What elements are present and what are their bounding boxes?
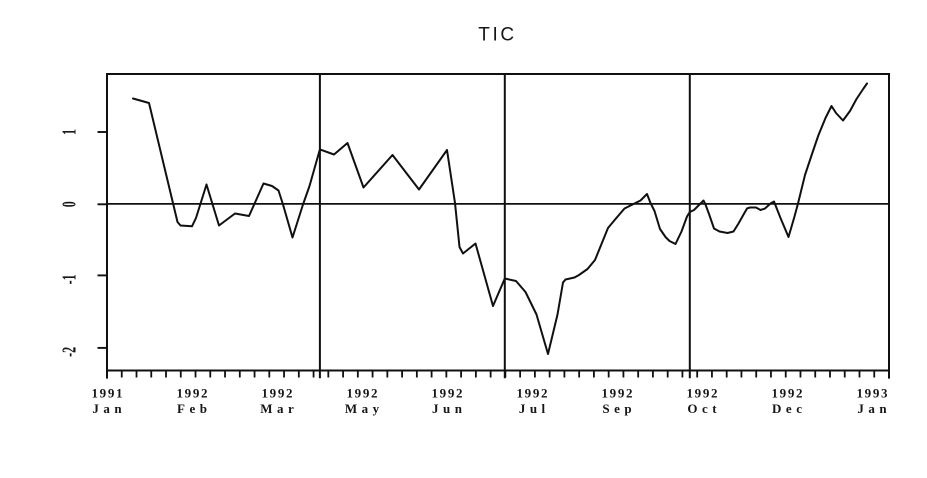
svg-text:1: 1	[57, 129, 80, 135]
svg-text:1992: 1992	[686, 385, 719, 400]
svg-text:Jul: Jul	[519, 401, 550, 416]
svg-text:Dec: Dec	[772, 401, 806, 416]
svg-text:1992: 1992	[601, 385, 634, 400]
svg-text:Sep: Sep	[602, 401, 636, 416]
svg-text:-2: -2	[57, 347, 80, 357]
svg-text:May: May	[345, 401, 384, 416]
svg-text:0: 0	[57, 201, 80, 207]
svg-text:1992: 1992	[346, 385, 379, 400]
svg-text:1993: 1993	[856, 385, 889, 400]
svg-text:1991: 1991	[91, 385, 124, 400]
svg-text:Oct: Oct	[687, 401, 721, 416]
svg-text:Jan: Jan	[857, 401, 891, 416]
svg-text:1992: 1992	[431, 385, 464, 400]
svg-text:-1: -1	[57, 274, 80, 284]
svg-text:1992: 1992	[771, 385, 804, 400]
svg-text:TIC: TIC	[478, 25, 516, 46]
svg-text:Feb: Feb	[177, 401, 211, 416]
svg-text:1992: 1992	[516, 385, 549, 400]
svg-text:1992: 1992	[261, 385, 294, 400]
svg-text:1992: 1992	[176, 385, 209, 400]
svg-text:Jun: Jun	[432, 401, 466, 416]
svg-text:Mar: Mar	[260, 401, 298, 416]
svg-text:Jan: Jan	[92, 401, 126, 416]
